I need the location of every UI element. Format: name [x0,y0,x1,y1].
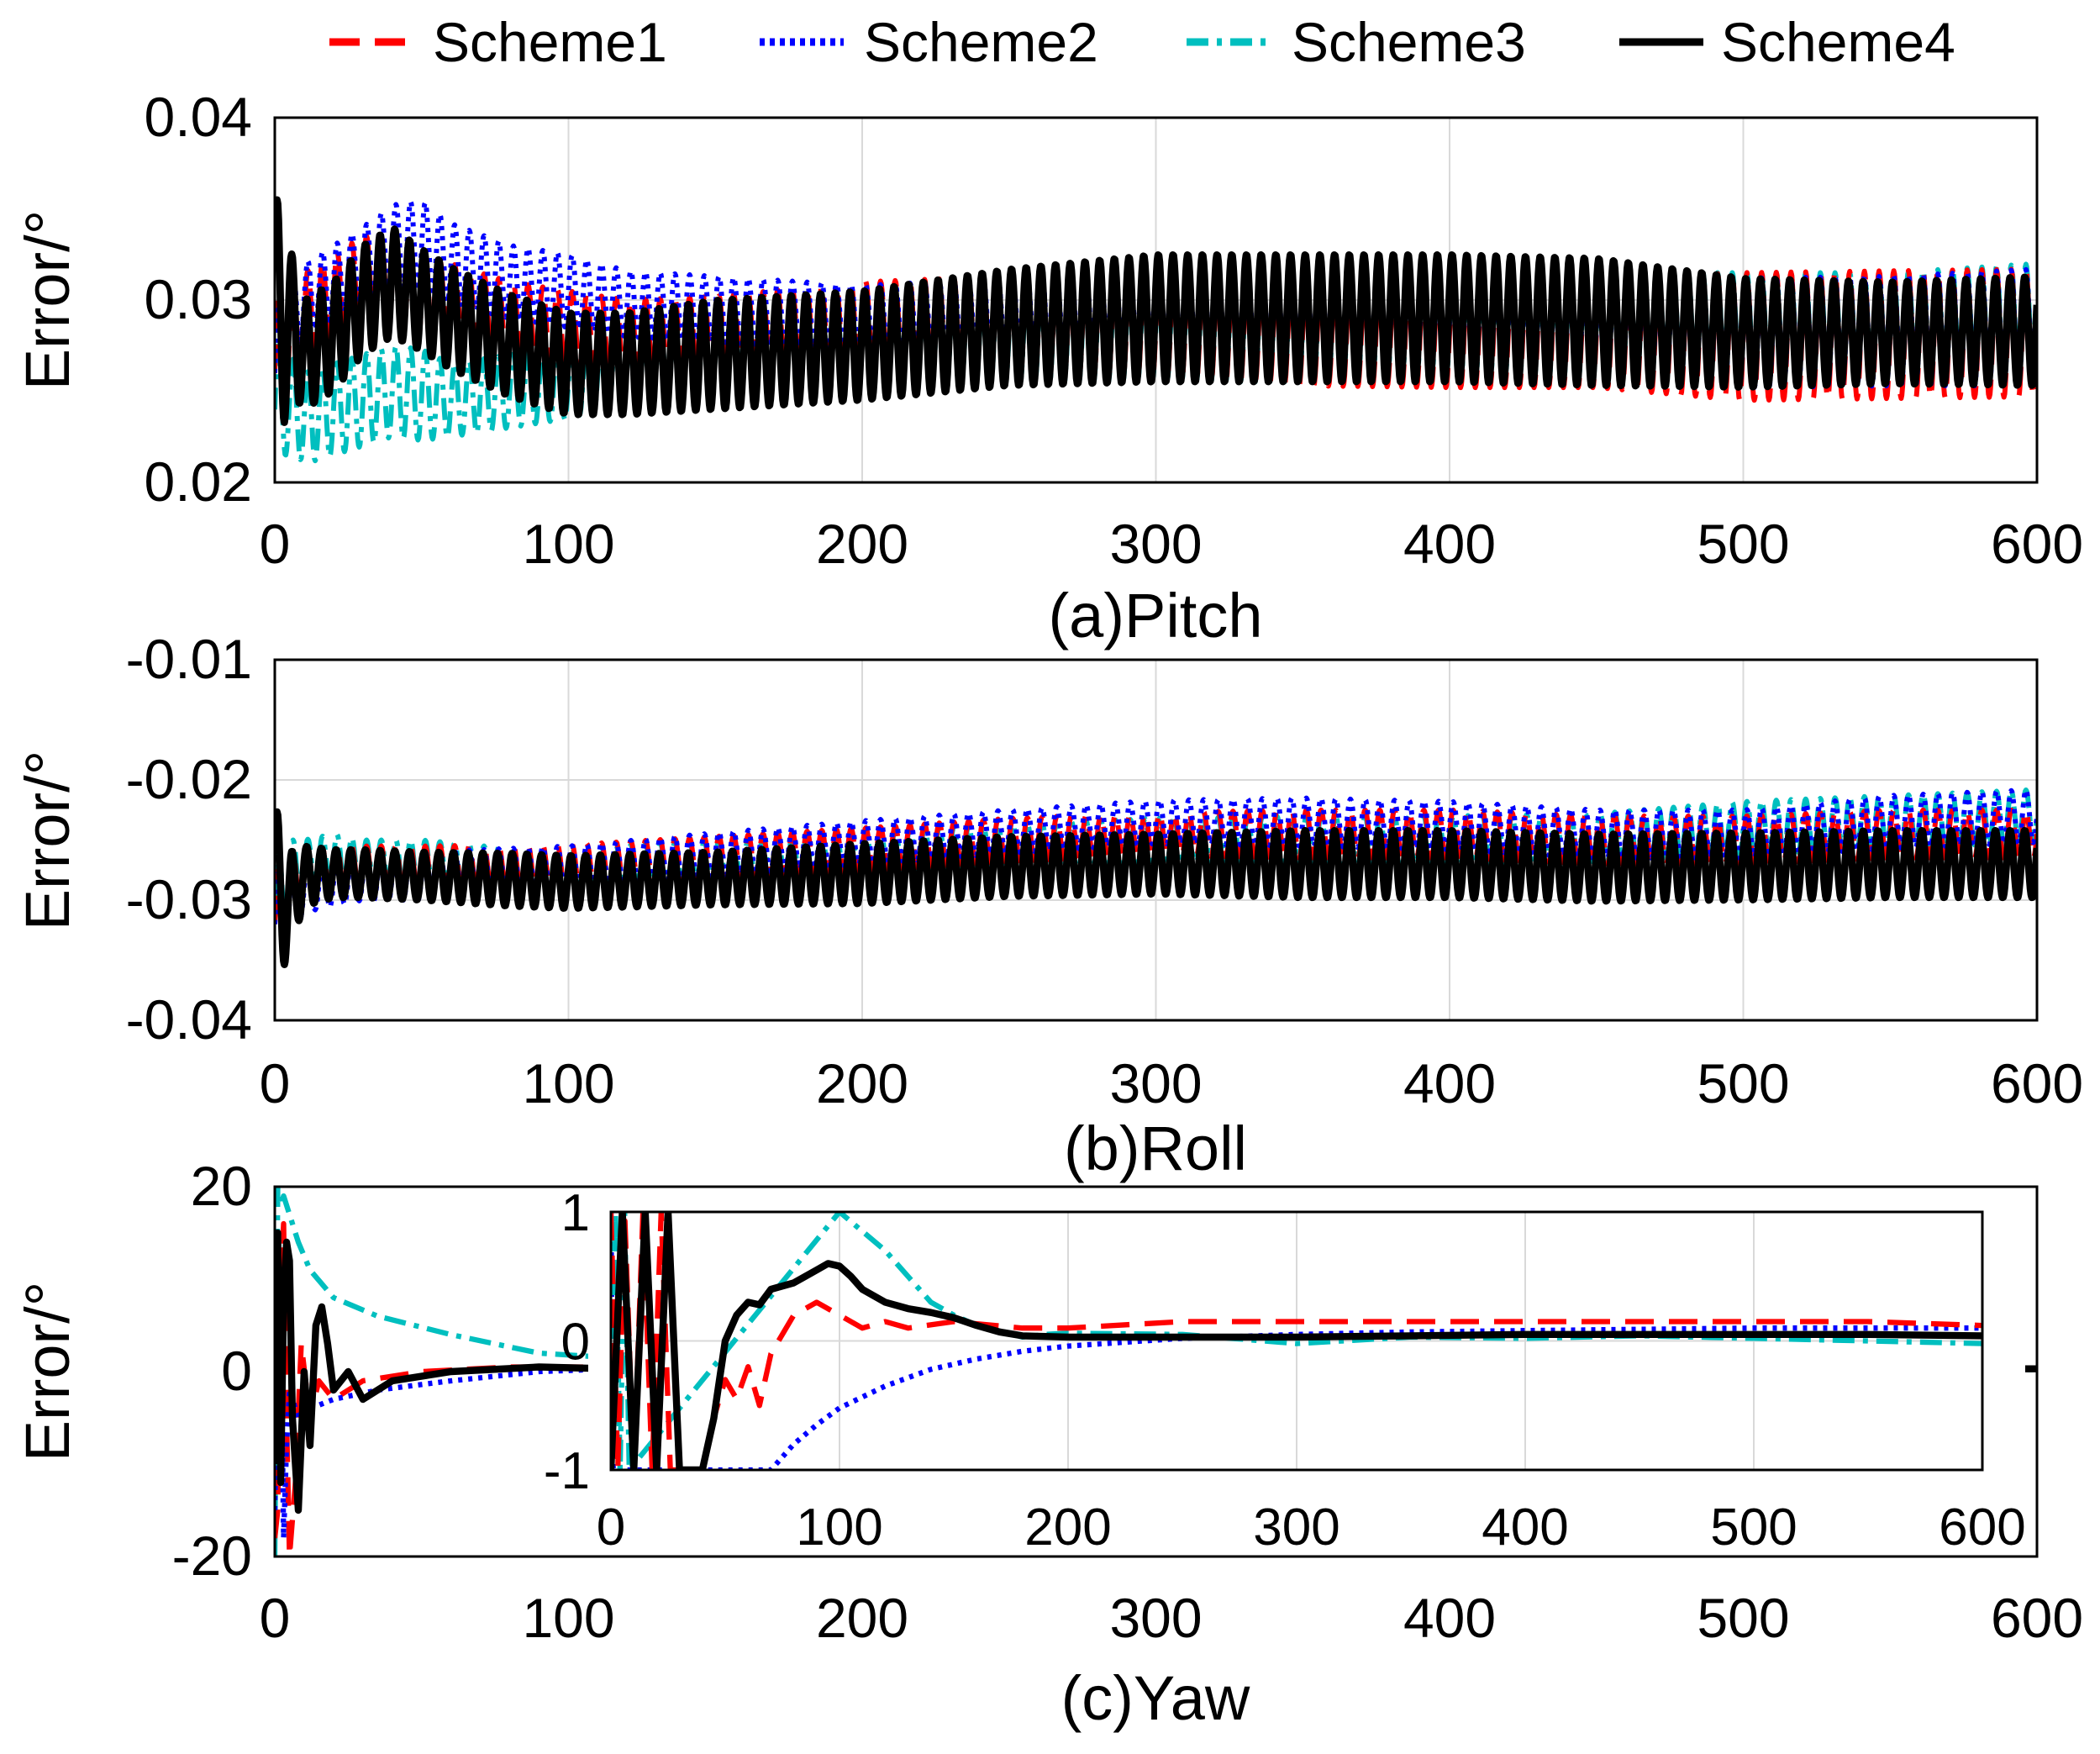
roll-xtick-label: 600 [1991,1052,2083,1114]
pitch-series-group [275,196,2037,464]
yaw-inset-xtick-label: 400 [1482,1499,1568,1556]
yaw-inset-xtick-label: 200 [1024,1499,1111,1556]
roll-tick-labels: 0 100 200 300 400 500 600 -0.04 -0.03 -0.02 -0.01 [126,628,2084,1114]
legend-label-scheme3: Scheme3 [1292,11,1526,73]
legend-entry-scheme1: Scheme1 [329,11,667,73]
pitch-xtick-label: 400 [1403,513,1496,575]
legend-entry-scheme3: Scheme3 [1187,11,1526,73]
roll-series-group [275,787,2037,968]
yaw-inset-tick-labels: 0 100 200 300 400 500 600-101 [544,1184,2026,1556]
yaw-ylabel: Error/° [13,1282,82,1462]
yaw-inset-background [588,1198,2025,1551]
roll-xtick-label: 200 [816,1052,908,1114]
yaw-inset-ytick-label: 0 [561,1314,590,1372]
roll-ytick-label: -0.04 [126,988,252,1051]
yaw-xtick-label: 400 [1403,1587,1496,1649]
pitch-tick-labels: 0 100 200 300 400 500 600 0.02 0.03 0.04 [145,86,2084,575]
legend-label-scheme1: Scheme1 [433,11,667,73]
pitch-xtick-label: 600 [1991,513,2083,575]
yaw-inset-series-scheme2 [611,1212,1982,1470]
yaw-xtick-label: 500 [1697,1587,1789,1649]
roll-ytick-label: -0.03 [126,868,252,930]
legend-label-scheme4: Scheme4 [1721,11,1955,73]
roll-series-scheme4 [275,808,2037,968]
roll-xtick-label: 100 [522,1052,614,1114]
yaw-xtick-label: 100 [522,1587,614,1649]
pitch-series-scheme4 [275,196,2037,426]
yaw-inset-frame [609,1210,1984,1472]
pitch-xtick-label: 300 [1109,513,1202,575]
yaw-inset-ytick-label: -1 [544,1442,590,1500]
yaw-ytick-label: 0 [221,1340,252,1402]
pitch-xtick-label: 0 [260,513,291,575]
yaw-inset-xtick-label: 600 [1939,1499,2025,1556]
pitch-caption: (a)Pitch [1049,581,1263,651]
roll-xtick-label: 300 [1109,1052,1202,1114]
roll-caption: (b)Roll [1064,1114,1247,1183]
yaw-inset-xtick-label: 0 [597,1499,625,1556]
yaw-xtick-label: 200 [816,1587,908,1649]
legend-label-scheme2: Scheme2 [864,11,1098,73]
legend-entry-scheme4: Scheme4 [1619,11,1955,73]
yaw-xtick-label: 600 [1991,1587,2083,1649]
yaw-inset-series-scheme4 [611,1212,1982,1470]
yaw-inset-series-group [611,1212,1982,1470]
roll-ytick-label: -0.02 [126,748,252,810]
roll-ytick-label: -0.01 [126,628,252,690]
pitch-ytick-label: 0.02 [145,450,252,513]
pitch-xtick-label: 200 [816,513,908,575]
roll-xtick-label: 500 [1697,1052,1789,1114]
roll-series-scheme2 [275,787,2037,948]
yaw-inset-xtick-label: 100 [796,1499,882,1556]
legend: Scheme1 Scheme2 Scheme3 Scheme4 [329,11,1955,73]
yaw-inset-series-scheme1 [611,1212,1982,1470]
legend-entry-scheme2: Scheme2 [760,11,1098,73]
roll-ylabel: Error/° [13,751,82,931]
yaw-inset: 0 100 200 300 400 500 600-101 [544,1184,2026,1556]
yaw-inset-xtick-label: 500 [1710,1499,1797,1556]
yaw-inset-xtick-label: 300 [1253,1499,1339,1556]
yaw-plot-frame [273,1185,2039,1558]
yaw-series-scheme4 [275,1229,2037,1514]
pitch-ytick-label: 0.04 [145,86,252,148]
yaw-caption: (c)Yaw [1061,1663,1250,1733]
yaw-inset-ytick-label: 1 [561,1184,590,1242]
pitch-plot-frame [273,116,2039,484]
yaw-ytick-label: 20 [191,1155,252,1217]
yaw-xtick-label: 300 [1109,1587,1202,1649]
roll-xtick-label: 0 [260,1052,291,1114]
pitch-ytick-label: 0.03 [145,268,252,330]
pitch-xtick-label: 500 [1697,513,1789,575]
roll-plot-frame [273,658,2039,1022]
roll-xtick-label: 400 [1403,1052,1496,1114]
pitch-ylabel: Error/° [13,210,82,391]
roll-panel: 0 100 200 300 400 500 600-0.04-0.03-0.02-0.01 … [13,628,2083,1183]
yaw-xtick-label: 0 [260,1587,291,1649]
pitch-xtick-label: 100 [522,513,614,575]
yaw-ytick-label: -20 [172,1525,252,1587]
yaw-series-group [275,1187,2037,1556]
